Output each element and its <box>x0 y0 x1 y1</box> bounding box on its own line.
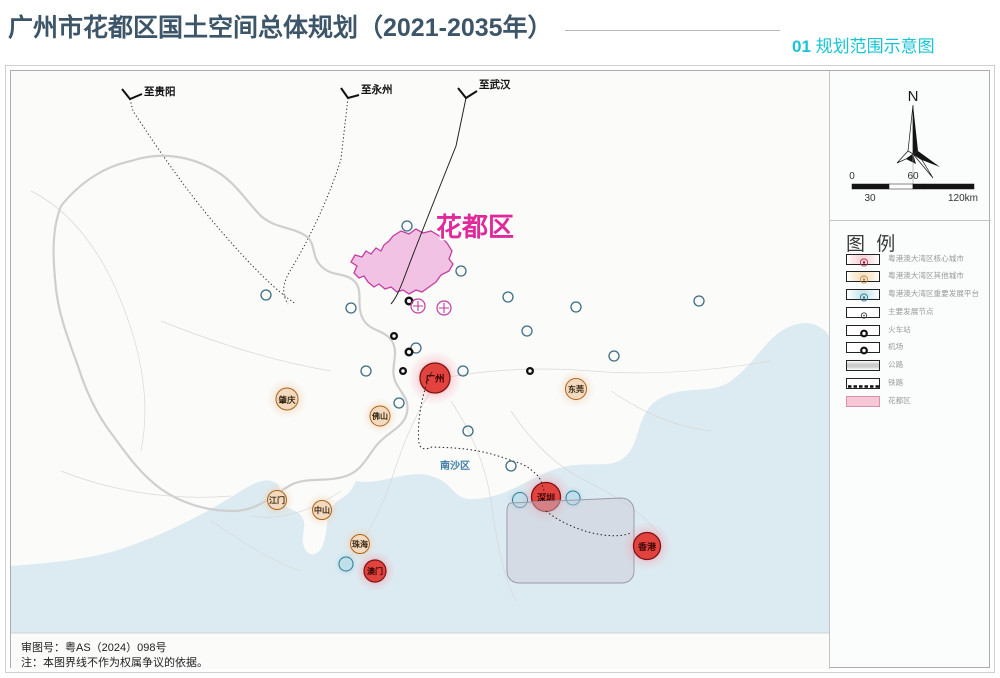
svg-text:东莞: 东莞 <box>568 384 584 394</box>
svg-text:肇庆: 肇庆 <box>277 395 296 405</box>
svg-text:珠海: 珠海 <box>352 539 368 549</box>
svg-text:30: 30 <box>864 193 876 204</box>
svg-text:江门: 江门 <box>269 495 285 505</box>
svg-text:至永州: 至永州 <box>361 83 393 96</box>
svg-text:N: N <box>908 88 919 105</box>
svg-text:至贵阳: 至贵阳 <box>144 85 176 98</box>
svg-text:南沙区: 南沙区 <box>440 459 470 472</box>
svg-text:至武汉: 至武汉 <box>479 78 511 91</box>
svg-text:花都区: 花都区 <box>436 212 514 242</box>
svg-text:60: 60 <box>907 171 919 182</box>
svg-text:佛山: 佛山 <box>371 411 388 421</box>
svg-text:120km: 120km <box>948 193 978 204</box>
svg-text:中山: 中山 <box>314 505 330 515</box>
svg-text:香港: 香港 <box>637 541 657 552</box>
svg-text:0: 0 <box>849 171 855 182</box>
svg-text:广州: 广州 <box>425 373 444 385</box>
svg-text:澳门: 澳门 <box>367 566 383 576</box>
